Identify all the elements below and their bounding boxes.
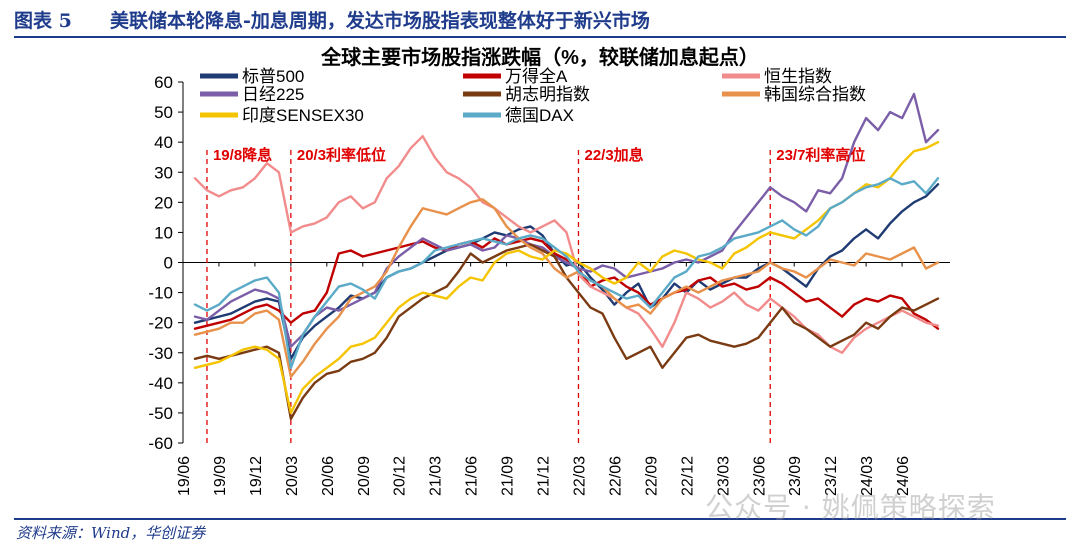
x-tick-label: 22/06 [607, 456, 624, 496]
series-line [193, 177, 940, 369]
x-tick-label: 19/09 [212, 456, 229, 496]
series-line [193, 183, 940, 360]
series-line [193, 237, 940, 330]
legend-label: 日经225 [242, 85, 304, 104]
legend-label: 德国DAX [505, 106, 574, 125]
axes: -60 -50 -40 -30 -20 -10 0 10 20 30 40 50 60 19/06 19/0… [148, 73, 950, 496]
figure-title: 美联储本轮降息-加息周期，发达市场股指表现整体好于新兴市场 [110, 10, 650, 32]
y-tick-label: 30 [154, 163, 173, 182]
y-tick-label: 10 [154, 223, 173, 242]
x-tick-label: 24/06 [895, 456, 912, 496]
y-tick-label: 60 [154, 73, 173, 92]
x-tick-label: 21/12 [536, 456, 553, 496]
y-tick-label: 20 [154, 193, 173, 212]
x-tick-label: 19/12 [248, 456, 265, 496]
legend-label: 标普500 [242, 67, 304, 86]
y-tick-label: -60 [148, 434, 173, 453]
y-tick-label: -50 [148, 404, 173, 423]
series-line [193, 134, 940, 354]
legend-label: 印度SENSEX30 [242, 106, 364, 125]
x-tick-label: 23/09 [787, 456, 804, 496]
series-line [193, 198, 940, 378]
legend-label: 恒生指数 [764, 67, 832, 86]
line-chart: 全球主要市场股指涨跌幅（%，较联储加息起点） 标普500 万得全A 恒生指数日经22… [148, 45, 950, 496]
header-rule [14, 36, 1066, 38]
y-tick-label: -10 [148, 284, 173, 303]
plot-series [193, 92, 940, 421]
x-tick-label: 21/03 [428, 456, 445, 496]
source-note: 资料来源：Wind，华创证券 [16, 524, 206, 542]
x-tick-label: 19/06 [176, 456, 193, 496]
series-line [193, 140, 940, 415]
x-tick-label: 21/06 [464, 456, 481, 496]
x-tick-label: 20/12 [392, 456, 409, 496]
y-tick-label: -30 [148, 344, 173, 363]
y-tick-label: -20 [148, 314, 173, 333]
y-tick-label: 50 [154, 103, 173, 122]
annotation-label: 23/7利率高位 [776, 146, 865, 164]
legend-label: 胡志明指数 [505, 85, 590, 104]
y-tick-label: 40 [154, 133, 173, 152]
x-tick-label: 21/09 [500, 456, 517, 496]
x-tick-label: 22/09 [643, 456, 660, 496]
legend-label: 万得全A [505, 67, 568, 86]
series-line [193, 243, 940, 421]
legend-label: 韩国综合指数 [764, 85, 866, 104]
x-tick-label: 22/12 [679, 456, 696, 496]
watermark: 公众号 · 姚佩策略探索 [705, 491, 996, 524]
figure-label: 图表 5 [14, 10, 72, 32]
x-tick-label: 20/03 [284, 456, 301, 496]
x-tick-label: 23/06 [751, 456, 768, 496]
annotation-label: 22/3加息 [584, 146, 643, 164]
x-tick-label: 23/12 [823, 456, 840, 496]
y-tick-label: -40 [148, 374, 173, 393]
figure-header: 图表 5 美联储本轮降息-加息周期，发达市场股指表现整体好于新兴市场 [0, 0, 1080, 36]
x-tick-label: 20/06 [320, 456, 337, 496]
series-line [193, 92, 940, 348]
chart-title: 全球主要市场股指涨跌幅（%，较联储加息起点） [320, 45, 759, 69]
y-tick-label: 0 [164, 254, 173, 273]
annotation-labels: 19/8降息 20/3利率低位 22/3加息 23/7利率高位 [213, 146, 865, 164]
annotation-label: 19/8降息 [213, 146, 272, 164]
annotation-label: 20/3利率低位 [297, 146, 386, 164]
x-tick-label: 24/03 [859, 456, 876, 496]
x-tick-label: 23/03 [715, 456, 732, 496]
x-tick-label: 22/03 [571, 456, 588, 496]
footer-rule [14, 518, 1066, 520]
annotation-lines [206, 150, 771, 443]
x-tick-label: 20/09 [356, 456, 373, 496]
